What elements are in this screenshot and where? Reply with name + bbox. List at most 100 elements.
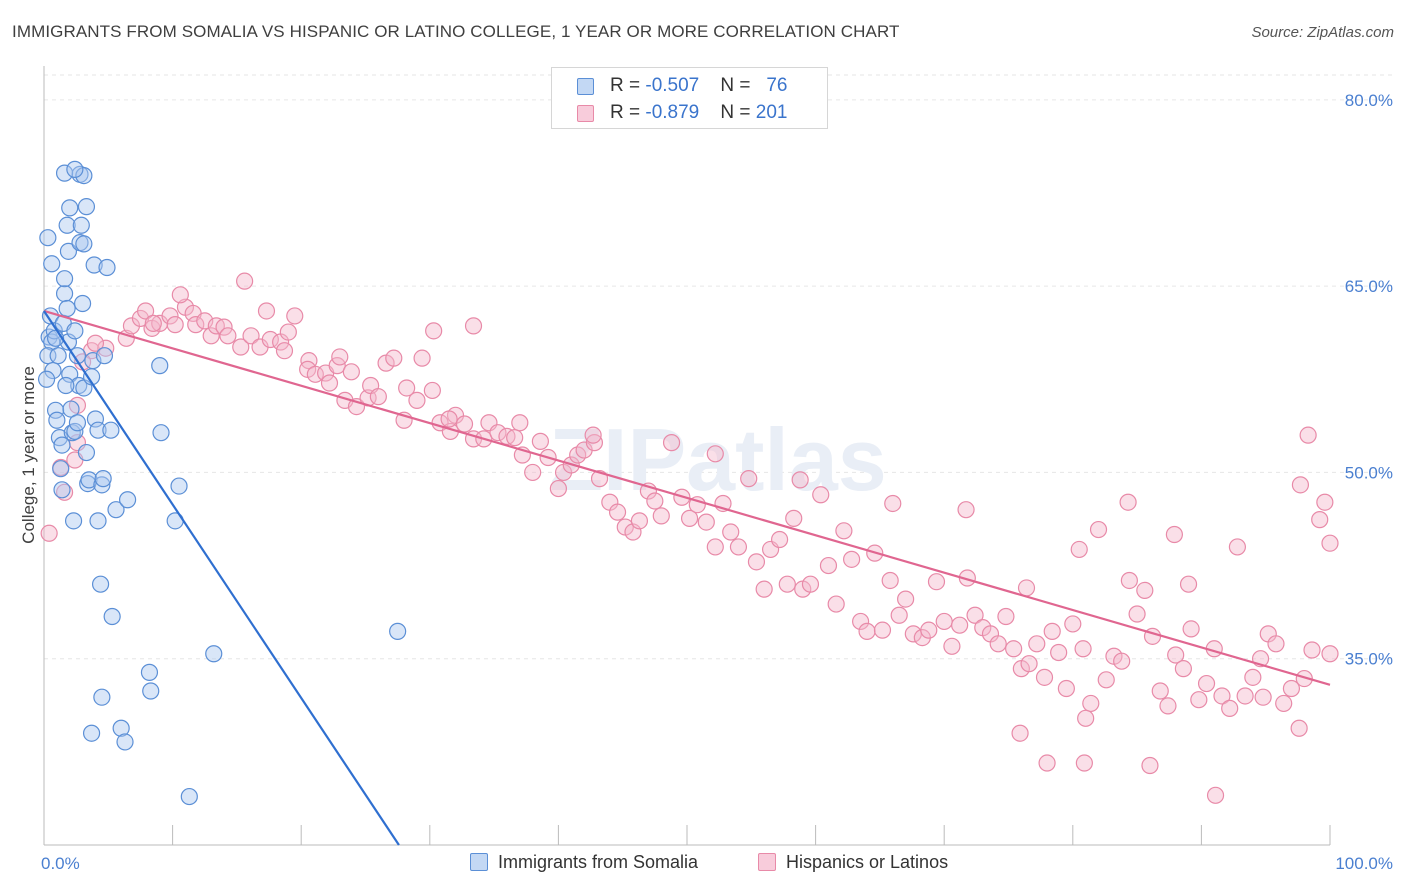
hispanic-point (215, 318, 233, 336)
hispanic-point (1275, 694, 1293, 713)
hispanic-point (1311, 511, 1329, 529)
hispanic-point (413, 349, 431, 367)
somalia-point (140, 663, 159, 681)
somalia-point (91, 575, 110, 593)
r-value: -0.507 (645, 75, 700, 96)
hispanic-point (257, 302, 276, 320)
hispanic-point (464, 317, 483, 335)
somalia-point (66, 160, 84, 178)
legend-item-hispanic: Hispanics or Latinos (758, 852, 948, 873)
hispanic-point (1221, 699, 1239, 717)
hispanic-point (966, 606, 984, 624)
hispanic-point (1057, 679, 1075, 698)
r-value: -0.879 (645, 102, 700, 123)
hispanic-point (812, 486, 830, 504)
hispanic-point (1064, 615, 1082, 633)
hispanic-legend-swatch (758, 853, 776, 871)
hispanic-point (1321, 534, 1339, 552)
x-tick-labels: 0.0% 100.0% (41, 854, 1393, 873)
hispanic-point (801, 575, 820, 593)
y-tick-labels: 35.0% 50.0% 65.0% 80.0% (1345, 91, 1393, 669)
legend-label-hispanic: Hispanics or Latinos (786, 852, 949, 872)
hispanic-point (1120, 571, 1138, 590)
hispanic-point (852, 612, 870, 631)
hispanic-point (1303, 641, 1321, 659)
y-tick-label: 80.0% (1345, 91, 1393, 110)
somalia-point (55, 164, 74, 182)
somalia-point (64, 512, 83, 530)
hispanic-point (171, 286, 189, 304)
hispanic-point (785, 509, 803, 527)
somalia-point (44, 361, 62, 380)
hispanic-point (630, 512, 649, 530)
n-value: 201 (755, 102, 788, 123)
somalia-point (77, 198, 96, 216)
hispanic-point (584, 426, 602, 444)
somalia-point (37, 370, 56, 388)
hispanic-point (1182, 620, 1200, 638)
hispanic-point (1119, 493, 1137, 511)
somalia-point (75, 235, 93, 253)
hispanic-point (706, 445, 724, 463)
somalia-point (93, 688, 111, 706)
hispanic-point (770, 530, 789, 549)
somalia-legend-swatch (470, 853, 488, 871)
somalia-point (57, 376, 75, 395)
hispanic-point (989, 635, 1007, 653)
hispanic-point (897, 590, 915, 608)
somalia-point (55, 270, 74, 288)
hispanic-point (531, 432, 549, 450)
hispanic-point (927, 573, 946, 591)
hispanic-point (408, 391, 426, 409)
somalia-point (116, 733, 134, 751)
hispanic-point (819, 556, 838, 575)
hispanic-point (680, 509, 699, 527)
hispanic-point (827, 595, 845, 613)
x-tick-label: 100.0% (1335, 854, 1393, 873)
somalia-point (205, 645, 223, 663)
somalia-point (82, 724, 101, 742)
hispanic-point (1179, 575, 1198, 593)
hispanic-point (86, 334, 105, 352)
hispanic-point (236, 272, 254, 290)
somalia-trendline (43, 310, 400, 846)
somalia-point (85, 256, 103, 274)
somalia-point (170, 477, 188, 495)
hispanic-point (261, 330, 279, 349)
y-tick-label: 65.0% (1345, 277, 1393, 296)
hispanic-point (187, 316, 205, 334)
hispanic-point (1291, 476, 1310, 494)
hispanic-point (423, 381, 441, 400)
hispanic-point (1050, 643, 1068, 662)
somalia-point (75, 166, 93, 185)
hispanic-point (1028, 635, 1046, 653)
r-label: R = (610, 75, 646, 96)
hispanic-point (755, 580, 773, 598)
somalia-point (48, 411, 66, 429)
somalia-point (151, 357, 169, 375)
hispanic-point (1043, 622, 1061, 640)
hispanic-point (997, 607, 1015, 626)
somalia-point (112, 719, 130, 737)
hispanic-point (608, 503, 627, 521)
hispanic-point (1254, 688, 1272, 706)
hispanic-point (1282, 679, 1301, 698)
hispanic-point (549, 479, 568, 498)
hispanic-point (791, 471, 809, 489)
hispanic-point (1097, 671, 1115, 689)
hispanic-point (1167, 646, 1185, 664)
hispanic-point (722, 523, 740, 541)
hispanic-point (242, 327, 260, 345)
somalia-point (89, 421, 107, 439)
somalia-point (61, 199, 79, 217)
somalia-point (102, 421, 120, 439)
somalia-point (39, 229, 57, 247)
hispanic-point (858, 622, 876, 640)
hispanic-point (1011, 724, 1029, 742)
hispanic-point (747, 553, 766, 571)
hispanic-point (398, 379, 416, 397)
n-label: N = (720, 75, 756, 96)
legend-label-somalia: Immigrants from Somalia (498, 852, 699, 872)
hispanic-point (1074, 640, 1092, 658)
hispanic-point (957, 501, 975, 519)
